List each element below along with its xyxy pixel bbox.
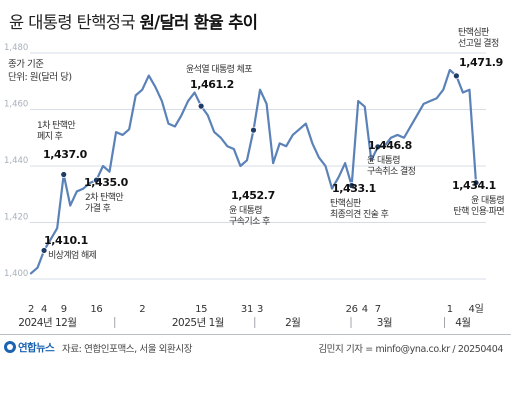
annotation-text: 윤 대통령 — [367, 154, 400, 166]
x-month-label: 2월 — [285, 317, 300, 329]
annotation-text: 폐지 후 — [37, 130, 63, 142]
annotation-value: 1,471.9 — [459, 56, 503, 69]
annotation-text: 구속취소 결정 — [367, 166, 416, 177]
x-tick-label: 7 — [375, 304, 381, 315]
x-tick-label: 16 — [90, 304, 102, 315]
x-tick-label: 2 — [139, 304, 145, 315]
annotation-marker — [250, 126, 257, 134]
y-tick-label: 1,400 — [4, 269, 28, 279]
annotation-value: 1,452.7 — [231, 189, 275, 202]
unit-label-1: 단위: 원(달러 당) — [8, 71, 72, 83]
page-title: 윤 대통령 탄핵정국 원/달러 환율 추이 — [9, 9, 258, 33]
annotation-text: 가결 후 — [85, 203, 111, 214]
annotation-text: 선고일 결정 — [458, 38, 499, 49]
annotation-text: 비상계엄 해제 — [48, 249, 97, 261]
x-tick-label: 31 — [241, 304, 253, 315]
annotation-marker — [60, 171, 68, 178]
x-month-label: 4월 — [455, 317, 470, 329]
annotation-value: 1,410.1 — [44, 234, 88, 247]
x-tick-label: 3 — [257, 304, 263, 315]
annotation-text: 1차 탄핵안 — [37, 119, 75, 131]
x-tick-label: 26 — [346, 304, 358, 315]
annotation-text: 탄핵심판 — [458, 26, 489, 38]
annotation-marker — [374, 143, 382, 151]
annotation-value: 1,434.1 — [452, 179, 496, 192]
title-bold: 원/달러 환율 추이 — [139, 13, 258, 32]
annotation-text: 구속기소 후 — [229, 216, 270, 227]
annotation-value: 1,435.0 — [84, 176, 129, 189]
x-month-label: 2025년 1월 — [172, 317, 224, 329]
x-month-label: 3월 — [377, 317, 392, 329]
title-normal: 윤 대통령 탄핵정국 — [9, 13, 136, 32]
annotation-text: 최종의견 진술 후 — [330, 208, 389, 220]
y-tick-label: 1,460 — [4, 100, 28, 110]
annotation-marker — [472, 179, 480, 187]
y-tick-label: 1,480 — [4, 43, 28, 53]
annotation-text: 윤 대통령 — [471, 194, 504, 206]
unit-label-0: 종가 기준 — [8, 59, 44, 70]
annotation-text: 탄핵 인용·파면 — [453, 205, 504, 217]
footer-divider — [0, 334, 511, 335]
y-tick-label: 1,440 — [4, 156, 28, 166]
x-tick-label: 9 — [61, 304, 67, 315]
annotation-text: 탄핵심판 — [330, 197, 361, 209]
annotation-value: 1,461.2 — [190, 78, 234, 91]
annotation-text: 윤 대통령 — [229, 204, 262, 216]
annotation-marker — [93, 176, 100, 184]
y-tick-label: 1,420 — [4, 213, 28, 223]
annotation-marker — [348, 182, 356, 189]
yonhap-logo: 연합뉴스 — [4, 340, 62, 354]
x-tick-label: 4일 — [469, 303, 484, 315]
annotation-marker — [452, 72, 460, 80]
logo-text: 연합뉴스 — [18, 342, 55, 354]
annotation-marker — [197, 102, 205, 110]
source-note: 자료: 연합인포맥스, 서울 외환시장 — [62, 344, 193, 355]
annotation-value: 1,437.0 — [43, 148, 88, 161]
annotation-text: 2차 탄핵안 — [85, 191, 123, 203]
annotation-value: 1,446.8 — [368, 139, 412, 152]
x-tick-label: 2 — [28, 304, 34, 315]
annotation-marker — [40, 247, 48, 254]
yonhap-logo-icon — [4, 341, 16, 353]
x-month-label: 2024년 12월 — [18, 317, 76, 329]
x-tick-label: 4 — [41, 304, 47, 315]
x-tick-label: 4 — [362, 304, 368, 315]
credit-line: 김민지 기자 = minfo@yna.co.kr / 20250404 — [318, 344, 503, 355]
x-tick-label: 15 — [195, 304, 207, 315]
x-tick-label: 1 — [447, 304, 453, 315]
annotation-text: 윤석열 대통령 체포 — [186, 63, 252, 75]
annotation-value: 1,433.1 — [332, 182, 376, 195]
